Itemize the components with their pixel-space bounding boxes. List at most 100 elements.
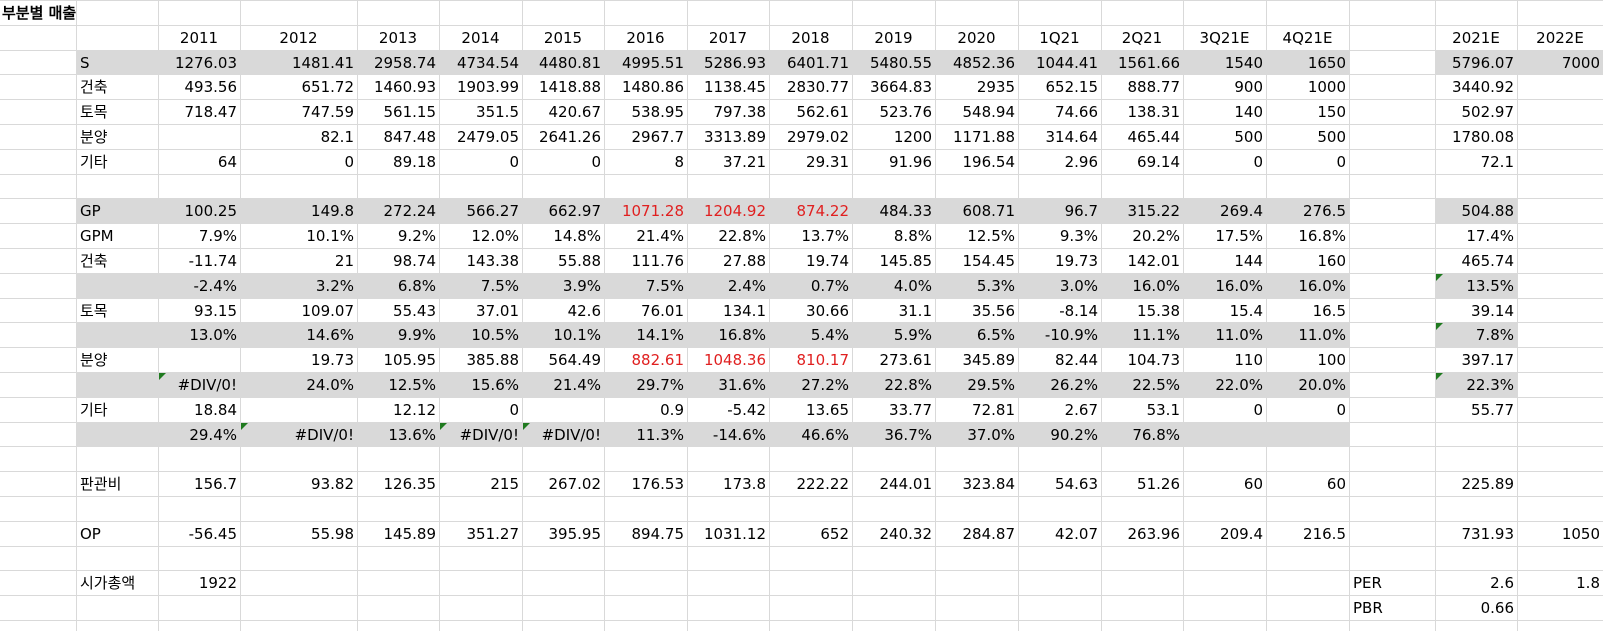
data-cell[interactable]: 523.76 bbox=[879, 103, 933, 121]
data-cell[interactable]: 5796.07 bbox=[1451, 54, 1514, 72]
data-cell[interactable]: 126.35 bbox=[383, 475, 437, 493]
data-cell[interactable]: 888.77 bbox=[1127, 78, 1181, 96]
data-cell[interactable]: 51.26 bbox=[1137, 475, 1180, 493]
data-cell[interactable]: 652.15 bbox=[1045, 78, 1099, 96]
data-cell[interactable]: 267.02 bbox=[548, 475, 602, 493]
data-cell[interactable]: 36.7% bbox=[884, 426, 932, 444]
data-cell[interactable]: #DIV/0! bbox=[177, 376, 237, 394]
data-cell[interactable]: 385.88 bbox=[466, 351, 520, 369]
row-label[interactable]: 기타 bbox=[80, 153, 108, 171]
data-cell[interactable]: 0 bbox=[591, 153, 601, 171]
data-cell[interactable]: 315.22 bbox=[1127, 202, 1181, 220]
data-cell[interactable]: 263.96 bbox=[1127, 525, 1181, 543]
data-cell[interactable]: 0 bbox=[509, 153, 519, 171]
data-cell[interactable]: 12.5% bbox=[388, 376, 436, 394]
data-cell[interactable]: 1.8 bbox=[1576, 574, 1600, 592]
data-cell[interactable]: 176.53 bbox=[631, 475, 685, 493]
data-cell[interactable]: 395.95 bbox=[548, 525, 602, 543]
data-cell[interactable]: 19.73 bbox=[1055, 252, 1098, 270]
data-cell[interactable]: 24.0% bbox=[306, 376, 354, 394]
data-cell[interactable]: 16.8% bbox=[718, 326, 766, 344]
data-cell[interactable]: 10.5% bbox=[471, 326, 519, 344]
data-cell[interactable]: 20.2% bbox=[1132, 227, 1180, 245]
data-cell[interactable]: 22.8% bbox=[884, 376, 932, 394]
data-cell[interactable]: 7.9% bbox=[198, 227, 237, 245]
data-cell[interactable]: 651.72 bbox=[301, 78, 355, 96]
data-cell[interactable]: 810.17 bbox=[796, 351, 850, 369]
data-cell[interactable]: 3.0% bbox=[1059, 277, 1098, 295]
data-cell[interactable]: 20.0% bbox=[1298, 376, 1346, 394]
data-cell[interactable]: 19.73 bbox=[311, 351, 354, 369]
data-cell[interactable]: 351.27 bbox=[466, 525, 520, 543]
data-cell[interactable]: 273.61 bbox=[879, 351, 933, 369]
data-cell[interactable]: 16.0% bbox=[1215, 277, 1263, 295]
data-cell[interactable]: 225.89 bbox=[1461, 475, 1515, 493]
data-cell[interactable]: 37.0% bbox=[967, 426, 1015, 444]
data-cell[interactable]: 100.25 bbox=[184, 202, 238, 220]
data-cell[interactable]: 3313.89 bbox=[703, 128, 766, 146]
data-cell[interactable]: 0.7% bbox=[810, 277, 849, 295]
data-cell[interactable]: 484.33 bbox=[879, 202, 933, 220]
column-header[interactable]: 2018 bbox=[791, 29, 830, 47]
data-cell[interactable]: 29.4% bbox=[189, 426, 237, 444]
metric-label[interactable]: PBR bbox=[1353, 599, 1383, 617]
data-cell[interactable]: 652 bbox=[820, 525, 849, 543]
row-label[interactable]: 토목 bbox=[80, 103, 108, 121]
data-cell[interactable]: 0.9 bbox=[660, 401, 684, 419]
column-header[interactable]: 2012 bbox=[279, 29, 318, 47]
data-cell[interactable]: 72.1 bbox=[1480, 153, 1514, 171]
data-cell[interactable]: 69.14 bbox=[1137, 153, 1180, 171]
data-cell[interactable]: 173.8 bbox=[723, 475, 766, 493]
column-header[interactable]: 2Q21 bbox=[1121, 29, 1163, 47]
data-cell[interactable]: 60 bbox=[1243, 475, 1263, 493]
data-cell[interactable]: 1418.88 bbox=[538, 78, 601, 96]
data-cell[interactable]: 538.95 bbox=[631, 103, 685, 121]
data-cell[interactable]: 2958.74 bbox=[373, 54, 436, 72]
data-cell[interactable]: 21.4% bbox=[636, 227, 684, 245]
data-cell[interactable]: 54.63 bbox=[1055, 475, 1098, 493]
column-header[interactable]: 2014 bbox=[461, 29, 500, 47]
data-cell[interactable]: 26.2% bbox=[1050, 376, 1098, 394]
column-header[interactable]: 2020 bbox=[957, 29, 996, 47]
data-cell[interactable]: 718.47 bbox=[184, 103, 238, 121]
data-cell[interactable]: 0 bbox=[1253, 153, 1263, 171]
data-cell[interactable]: 747.59 bbox=[301, 103, 355, 121]
column-header[interactable]: 2019 bbox=[874, 29, 913, 47]
data-cell[interactable]: -56.45 bbox=[188, 525, 237, 543]
data-cell[interactable]: 420.67 bbox=[548, 103, 602, 121]
data-cell[interactable]: 215 bbox=[490, 475, 519, 493]
data-cell[interactable]: 13.0% bbox=[189, 326, 237, 344]
data-cell[interactable]: 4734.54 bbox=[456, 54, 519, 72]
data-cell[interactable]: 22.8% bbox=[718, 227, 766, 245]
data-cell[interactable]: 314.64 bbox=[1045, 128, 1099, 146]
data-cell[interactable]: 110 bbox=[1234, 351, 1263, 369]
data-cell[interactable]: 5.3% bbox=[976, 277, 1015, 295]
data-cell[interactable]: 284.87 bbox=[962, 525, 1016, 543]
data-cell[interactable]: 18.84 bbox=[194, 401, 237, 419]
data-cell[interactable]: 1276.03 bbox=[174, 54, 237, 72]
data-cell[interactable]: 0 bbox=[344, 153, 354, 171]
error-indicator-icon[interactable] bbox=[1436, 323, 1443, 330]
row-label[interactable]: OP bbox=[80, 525, 101, 543]
sheet-title[interactable]: 부분별 매출 bbox=[2, 4, 77, 22]
data-cell[interactable]: 105.95 bbox=[383, 351, 437, 369]
data-cell[interactable]: 96.7 bbox=[1064, 202, 1098, 220]
data-cell[interactable]: 5286.93 bbox=[703, 54, 766, 72]
data-cell[interactable]: 90.2% bbox=[1050, 426, 1098, 444]
data-cell[interactable]: 1171.88 bbox=[952, 128, 1015, 146]
data-cell[interactable]: 5.4% bbox=[810, 326, 849, 344]
data-cell[interactable]: 0.66 bbox=[1480, 599, 1514, 617]
data-cell[interactable]: 1480.86 bbox=[621, 78, 684, 96]
row-label[interactable]: 분양 bbox=[80, 128, 108, 146]
data-cell[interactable]: 1204.92 bbox=[703, 202, 766, 220]
data-cell[interactable]: 566.27 bbox=[466, 202, 520, 220]
data-cell[interactable]: 12.12 bbox=[393, 401, 436, 419]
error-indicator-icon[interactable] bbox=[523, 423, 530, 430]
metric-label[interactable]: PER bbox=[1353, 574, 1382, 592]
data-cell[interactable]: 109.07 bbox=[301, 302, 355, 320]
data-cell[interactable]: 55.98 bbox=[311, 525, 354, 543]
data-cell[interactable]: 1903.99 bbox=[456, 78, 519, 96]
data-cell[interactable]: -14.6% bbox=[712, 426, 766, 444]
data-cell[interactable]: 8.8% bbox=[893, 227, 932, 245]
